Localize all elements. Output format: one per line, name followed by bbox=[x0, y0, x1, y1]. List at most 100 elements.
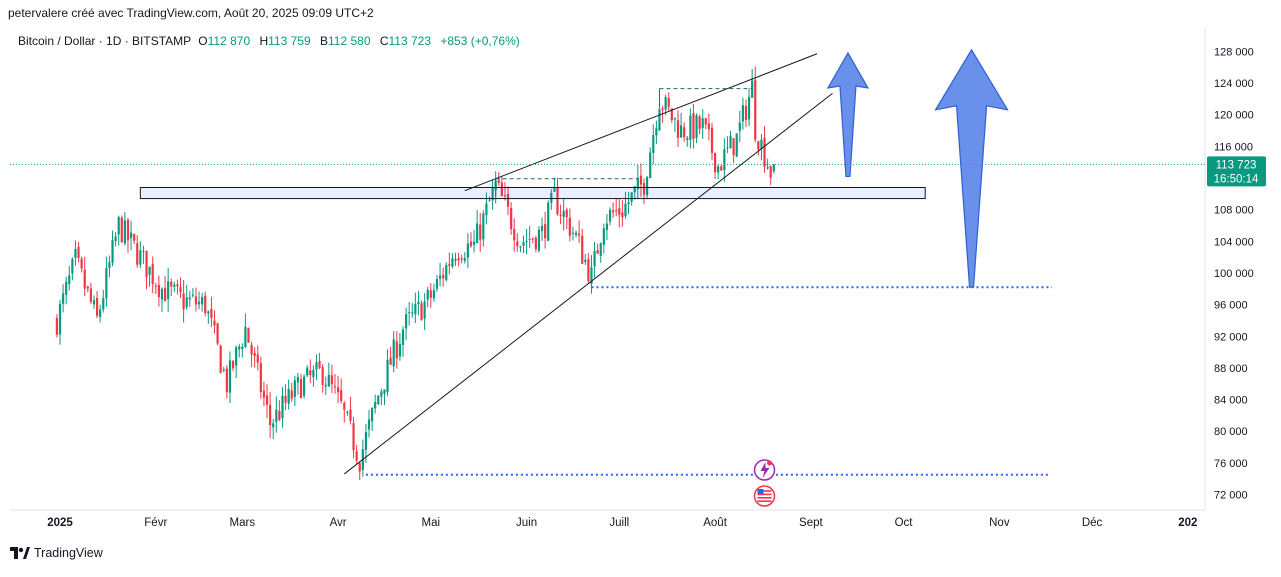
candle-body bbox=[367, 419, 371, 430]
candle-body bbox=[618, 208, 621, 215]
candle-body bbox=[395, 341, 398, 359]
wedge-upper-line[interactable] bbox=[464, 53, 818, 192]
candle-body bbox=[667, 98, 670, 107]
candle-body bbox=[411, 312, 414, 314]
candle-body bbox=[463, 258, 466, 261]
candle-body bbox=[584, 259, 587, 262]
candle-body bbox=[219, 345, 222, 374]
candle-body bbox=[89, 288, 92, 302]
wedge-lower-line[interactable] bbox=[343, 92, 833, 475]
candle-body bbox=[587, 259, 590, 282]
candle-body bbox=[408, 312, 411, 314]
candle-body bbox=[173, 284, 176, 287]
candle-body bbox=[290, 390, 293, 399]
candle-body bbox=[114, 236, 117, 241]
price-tag bbox=[1207, 156, 1266, 187]
candle-body bbox=[92, 300, 96, 305]
candle-body bbox=[210, 309, 213, 319]
candle-body bbox=[136, 243, 139, 265]
symbol-name[interactable]: Bitcoin / Dollar · 1D · BITSTAMP bbox=[18, 34, 191, 48]
candle-body bbox=[544, 224, 547, 239]
candle-body bbox=[757, 141, 760, 150]
candle-body bbox=[729, 136, 732, 149]
candle-body bbox=[612, 210, 615, 213]
candle-body bbox=[299, 378, 303, 398]
candle-body bbox=[476, 223, 479, 243]
candle-body bbox=[565, 209, 568, 218]
candle-body bbox=[77, 246, 80, 258]
candle-body bbox=[497, 179, 500, 183]
close-value: 113 723 bbox=[388, 34, 432, 48]
candle-body bbox=[265, 395, 269, 405]
candle-body bbox=[658, 109, 661, 131]
candle-body bbox=[207, 311, 210, 314]
change-value: +853 (+0,76%) bbox=[440, 34, 520, 48]
candle-body bbox=[766, 167, 769, 169]
candle-body bbox=[201, 296, 204, 305]
candle-body bbox=[479, 224, 482, 240]
candle-body bbox=[346, 411, 349, 413]
candle-body bbox=[744, 105, 748, 120]
candle-body bbox=[303, 376, 306, 396]
candle-body bbox=[442, 275, 445, 279]
x-axis-tick-label: Sept bbox=[799, 517, 823, 529]
candle-body bbox=[374, 401, 377, 409]
open-key: O bbox=[198, 34, 208, 48]
candle-body bbox=[330, 375, 334, 385]
candle-body bbox=[679, 125, 683, 138]
candle-body bbox=[562, 210, 565, 218]
candle-body bbox=[760, 139, 763, 149]
large-up-arrow[interactable] bbox=[934, 48, 1009, 288]
candle-body bbox=[95, 297, 99, 316]
tradingview-logo-icon bbox=[10, 547, 30, 559]
candle-body bbox=[738, 122, 741, 131]
x-axis-tick-label: Oct bbox=[895, 517, 914, 529]
resistance-zone-rect[interactable] bbox=[139, 186, 926, 200]
candle-body bbox=[503, 195, 507, 197]
candle-body bbox=[528, 238, 531, 240]
candle-body bbox=[717, 166, 720, 173]
candle-body bbox=[65, 281, 68, 295]
y-axis-tick-label: 108 000 bbox=[1214, 205, 1254, 217]
x-axis-tick-label: Avr bbox=[330, 517, 347, 529]
candle-body bbox=[315, 362, 318, 370]
candle-body bbox=[197, 301, 201, 305]
candle-body bbox=[633, 186, 636, 192]
candle-body bbox=[735, 133, 738, 157]
candle-body bbox=[525, 240, 528, 242]
y-axis-tick-label: 84 000 bbox=[1214, 395, 1248, 407]
candle-body bbox=[432, 290, 435, 299]
candle-body bbox=[278, 410, 281, 420]
candle-body bbox=[491, 187, 494, 201]
candle-body bbox=[469, 241, 473, 247]
candle-body bbox=[238, 346, 241, 350]
candle-body bbox=[451, 258, 454, 267]
candle-body bbox=[571, 232, 575, 234]
candle-body bbox=[445, 264, 448, 281]
candle-body bbox=[157, 284, 160, 298]
price-tag-countdown: 16:50:14 bbox=[1214, 173, 1259, 185]
candle-body bbox=[241, 346, 244, 349]
candle-body bbox=[256, 354, 259, 363]
y-axis-tick-label: 72 000 bbox=[1214, 490, 1248, 502]
open-value: 112 870 bbox=[207, 34, 251, 48]
small-up-arrow[interactable] bbox=[826, 51, 870, 178]
candle-body bbox=[621, 212, 624, 218]
candle-body bbox=[80, 258, 83, 269]
candle-body bbox=[170, 281, 173, 287]
tradingview-brand[interactable]: TradingView bbox=[10, 546, 103, 560]
y-axis-tick-label: 96 000 bbox=[1214, 300, 1248, 312]
candle-body bbox=[259, 363, 262, 393]
close-key: C bbox=[379, 34, 389, 48]
high-key: H bbox=[259, 34, 269, 48]
candle-body bbox=[380, 391, 383, 397]
candle-body bbox=[123, 220, 126, 244]
candle-body bbox=[769, 166, 772, 178]
candle-body bbox=[160, 288, 164, 300]
candle-body bbox=[324, 384, 327, 387]
candle-body bbox=[269, 404, 272, 426]
candle-body bbox=[482, 213, 485, 240]
candle-body bbox=[457, 258, 460, 261]
